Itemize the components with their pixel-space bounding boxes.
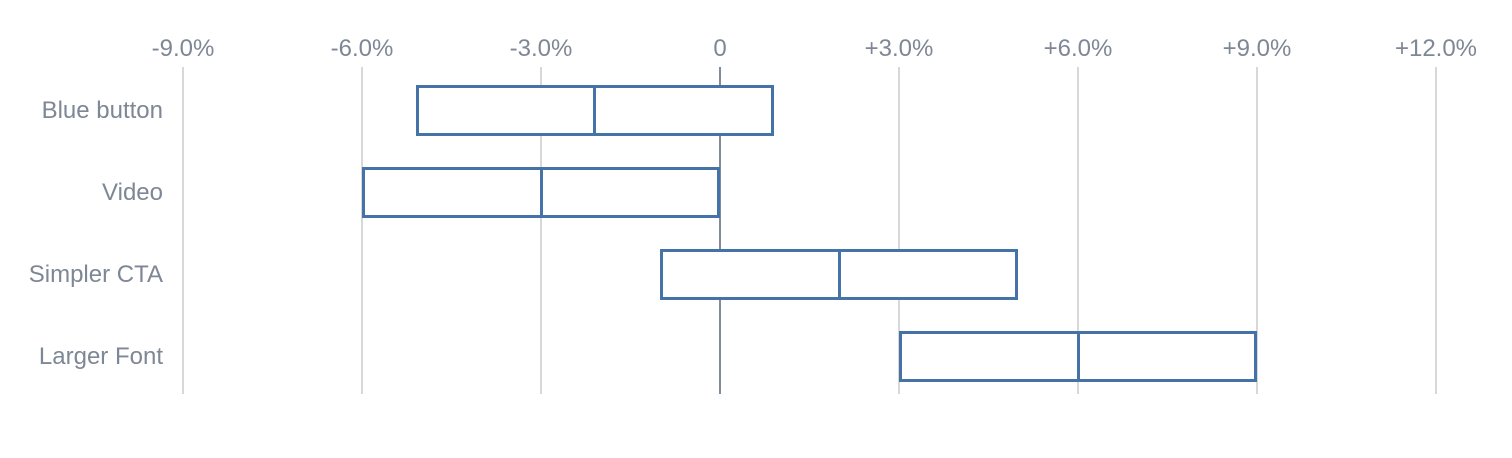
gridline: [361, 67, 363, 394]
axis-tick-label: 0: [713, 35, 727, 62]
axis-tick-label: +6.0%: [1043, 35, 1113, 62]
range-box[interactable]: [362, 167, 720, 218]
gridline: [540, 67, 542, 394]
axis-tick-label: -9.0%: [151, 35, 215, 62]
axis-tick-label: -3.0%: [509, 35, 573, 62]
gridline: [182, 67, 184, 394]
gridline: [898, 67, 900, 394]
zero-axis-line: [719, 67, 721, 394]
category-label: Larger Font: [38, 342, 163, 370]
category-label: Simpler CTA: [28, 260, 163, 288]
mean-divider: [1076, 334, 1080, 379]
gridline: [1077, 67, 1079, 394]
range-box[interactable]: [899, 331, 1257, 382]
axis-tick-label: +12.0%: [1394, 35, 1478, 62]
axis-tick-label: -6.0%: [330, 35, 394, 62]
mean-divider: [593, 88, 597, 133]
mean-divider: [539, 170, 543, 215]
axis-tick-label: +9.0%: [1222, 35, 1292, 62]
gridline: [1435, 67, 1437, 394]
category-label: Blue button: [41, 96, 163, 124]
category-label: Video: [102, 178, 163, 206]
range-box[interactable]: [415, 85, 774, 136]
axis-tick-label: +3.0%: [864, 35, 934, 62]
range-box[interactable]: [660, 249, 1019, 300]
mean-divider: [837, 252, 841, 297]
gridline: [1256, 67, 1258, 394]
